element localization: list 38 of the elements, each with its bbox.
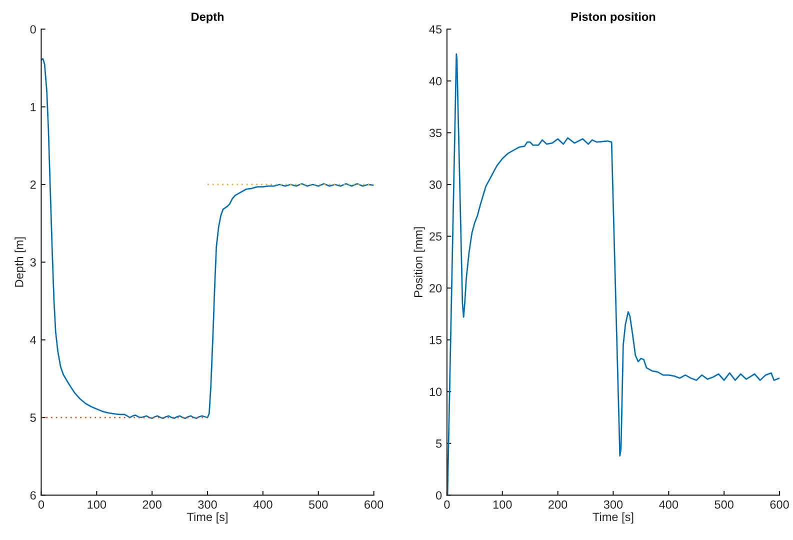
x-tick-label: 300	[198, 500, 217, 509]
y-tick-label: 0	[436, 491, 442, 500]
y-tick-label: 25	[430, 232, 442, 241]
x-axis-title: Time [s]	[187, 512, 228, 524]
y-tick-label: 1	[30, 102, 36, 112]
y-tick-label: 10	[430, 388, 442, 396]
y-tick-label: 20	[430, 284, 442, 292]
x-tick-label: 500	[714, 500, 734, 509]
y-tick-label: 0	[30, 25, 36, 34]
x-tick-label: 100	[88, 500, 106, 509]
y-axis-title: Position [mm]	[414, 227, 425, 297]
x-tick-label: 200	[548, 500, 568, 509]
x-tick-label: 100	[493, 500, 512, 509]
x-tick-label: 400	[253, 500, 272, 509]
x-tick-label: 500	[308, 500, 328, 509]
y-axis-title: Depth [m]	[14, 237, 26, 287]
x-tick-label: 400	[659, 500, 678, 509]
x-tick-label: 600	[364, 500, 384, 509]
y-tick-label: 30	[429, 180, 442, 189]
y-tick-label: 2	[30, 180, 36, 189]
y-tick-label: 40	[429, 76, 442, 86]
y-tick-label: 5	[30, 414, 36, 422]
x-tick-label: 0	[444, 500, 450, 509]
y-tick-label: 15	[430, 336, 442, 344]
x-tick-label: 200	[142, 500, 162, 509]
y-tick-label: 4	[30, 336, 36, 344]
y-tick-label: 6	[30, 491, 36, 500]
x-tick-label: 300	[604, 500, 623, 509]
chart-title: Piston position	[571, 12, 656, 24]
chart-title: Depth	[192, 12, 224, 24]
line-series	[41, 58, 374, 419]
y-tick-label: 5	[436, 440, 442, 448]
x-tick-label: 0	[38, 500, 44, 509]
y-tick-label: 35	[429, 128, 442, 138]
y-tick-label: 3	[30, 258, 36, 267]
x-axis-title: Time [s]	[592, 512, 634, 524]
y-tick-label: 45	[429, 25, 442, 34]
x-tick-label: 600	[770, 500, 789, 509]
